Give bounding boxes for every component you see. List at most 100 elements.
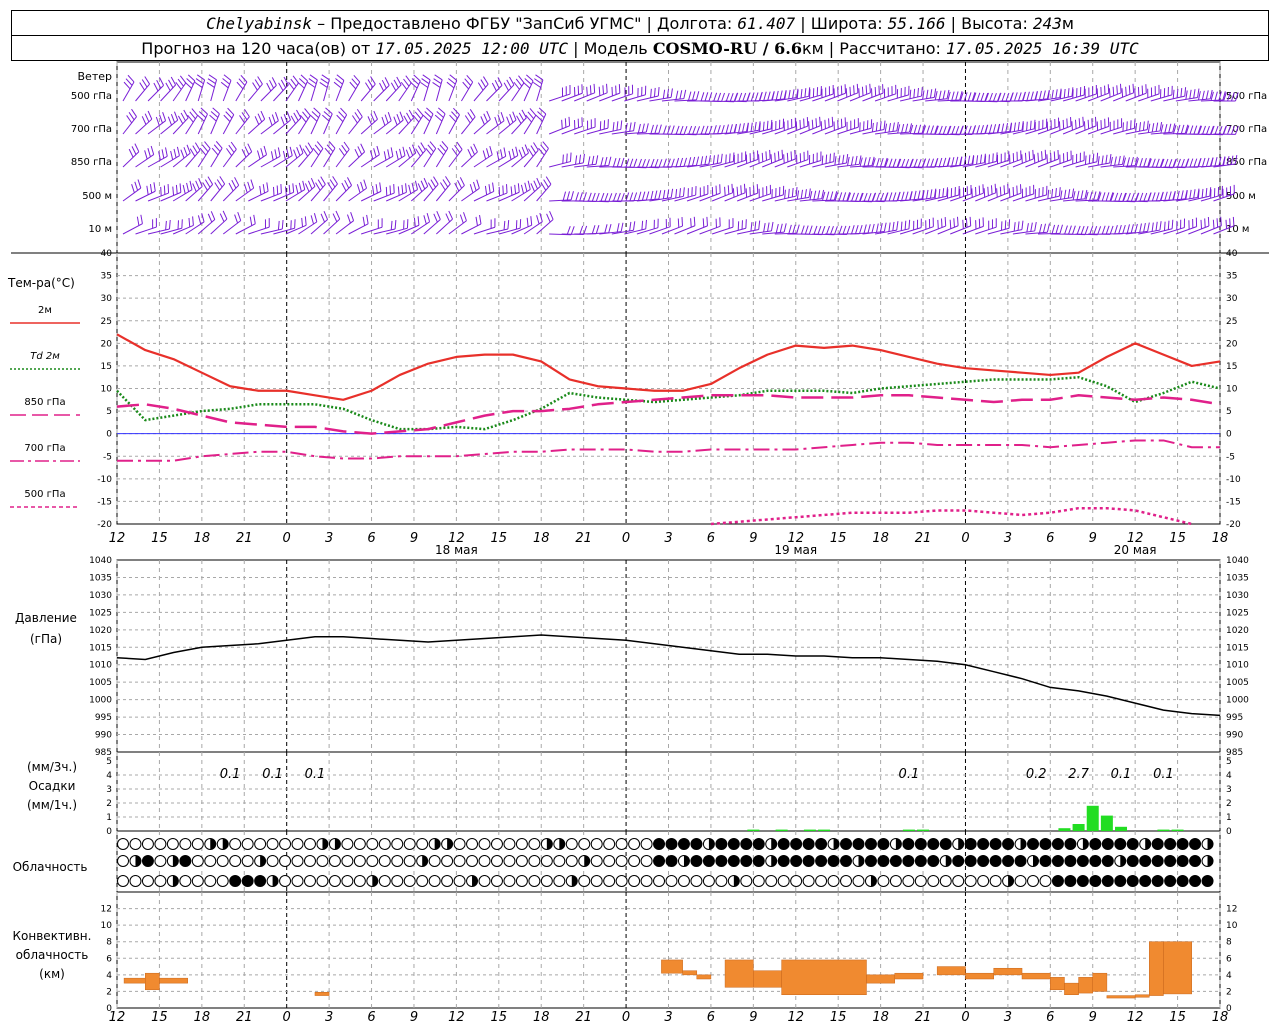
- wind-barb-flag: [971, 92, 976, 102]
- wind-barb-flag: [454, 144, 461, 153]
- wind-barb-flag: [967, 92, 972, 102]
- precip-total-label: 0.1: [1111, 767, 1132, 782]
- wind-barb-flag: [150, 145, 155, 155]
- hour-tick-label-bottom: 6: [707, 1010, 715, 1024]
- wind-barb-flag: [838, 225, 843, 235]
- cloud-circle: [1064, 838, 1077, 850]
- wind-barb-flag: [1160, 158, 1165, 168]
- wind-barb-flag: [375, 184, 378, 194]
- wind-barb-flag: [1042, 223, 1047, 233]
- wind-barb-flag: [144, 76, 150, 85]
- wind-barb-flag: [1205, 90, 1209, 100]
- wind-barb-flag: [595, 225, 600, 234]
- wind-barb-flag: [390, 147, 394, 157]
- cloud-circle: [740, 875, 753, 887]
- conv-tick-label: 12: [101, 905, 112, 915]
- cloud-circle: [640, 875, 653, 887]
- wind-barb-flag: [324, 147, 332, 156]
- wind-barb-flag: [1160, 191, 1164, 201]
- wind-barb-flag: [315, 182, 321, 191]
- wind-barb-flag: [542, 141, 549, 149]
- wind-barb-flag: [1164, 158, 1169, 168]
- cloud-circle: [640, 855, 653, 867]
- cloud-half-fill: [833, 838, 840, 850]
- wind-barb-flag: [629, 158, 634, 168]
- wind-barb-flag: [933, 88, 937, 98]
- wind-barb-flag: [387, 149, 390, 159]
- wind-barb-flag: [731, 183, 734, 193]
- cloud-circle: [840, 875, 853, 887]
- cloud-circle: [815, 838, 828, 850]
- wind-barb-flag: [1139, 223, 1142, 233]
- wind-barb-flag: [658, 159, 663, 168]
- cloud-half-fill: [571, 875, 578, 887]
- precip-bar: [1086, 805, 1099, 831]
- wind-barb-flag: [1013, 122, 1016, 132]
- wind-barb-flag: [192, 216, 194, 226]
- wind-barb-flag: [794, 149, 796, 160]
- wind-barb-flag: [426, 212, 431, 222]
- latitude-label: | Широта:: [795, 13, 888, 33]
- wind-barb-flag: [679, 157, 684, 167]
- hour-tick-label-bottom: 0: [622, 1010, 630, 1024]
- conv-bar: [1021, 972, 1051, 980]
- cloud-circle: [802, 875, 815, 887]
- hour-tick-label-bottom: 21: [915, 1010, 932, 1024]
- wind-barb-flag: [1202, 125, 1206, 135]
- wind-barb-flag: [341, 144, 348, 153]
- cloud-circle: [752, 875, 765, 887]
- pressure-tick-label-right: 985: [1226, 748, 1243, 758]
- wind-barb-flag: [313, 107, 321, 115]
- wind-barb-flag: [888, 158, 893, 168]
- wind-barb-flag: [1089, 225, 1094, 235]
- conv-bar: [1106, 995, 1136, 999]
- cloud-circle: [466, 855, 479, 867]
- wind-barb-staff: [222, 220, 242, 235]
- cloud-half-fill: [559, 838, 565, 850]
- wind-barb-flag: [527, 180, 531, 190]
- wind-barb-flag: [566, 191, 571, 201]
- wind-barb-flag: [951, 125, 956, 135]
- wind-barb-flag: [700, 92, 705, 102]
- wind-barb-flag: [192, 145, 198, 154]
- cloud-half-fill: [372, 875, 378, 887]
- cloud-circle: [603, 838, 616, 850]
- cloud-circle: [1189, 855, 1202, 867]
- wind-barb-flag: [1164, 191, 1168, 201]
- wind-barb-flag: [187, 74, 196, 82]
- wind-barb-flag: [913, 158, 918, 168]
- wind-barb-flag: [972, 92, 977, 102]
- wind-barb-flag: [1168, 191, 1172, 201]
- wind-barb-flag: [274, 112, 279, 121]
- wind-barb-flag: [922, 90, 925, 100]
- wind-barb-flag: [1001, 123, 1005, 133]
- cloud-circle: [1014, 855, 1027, 867]
- wind-barb-flag: [357, 146, 363, 155]
- wind-barb-flag: [249, 216, 253, 226]
- wind-barb-flag: [682, 187, 685, 197]
- wind-barb-flag: [926, 158, 931, 168]
- wind-barb-flag: [688, 125, 693, 135]
- wind-barb-flag: [1189, 125, 1194, 135]
- wind-barb-staff: [122, 151, 140, 168]
- wind-barb-flag: [238, 78, 246, 86]
- wind-barb-flag: [381, 79, 387, 89]
- conv-tick-label: 8: [106, 938, 112, 948]
- wind-barb-flag: [992, 153, 994, 163]
- cloud-circle: [179, 875, 192, 887]
- wind-barb-flag: [612, 122, 615, 132]
- wind-barb-flag: [759, 122, 761, 132]
- cloud-circle: [1139, 875, 1152, 887]
- wind-barb-flag: [800, 88, 803, 99]
- wind-barb-flag: [570, 191, 574, 201]
- wind-barb-flag: [463, 212, 467, 221]
- precip-bar: [917, 829, 930, 831]
- cloud-circle: [266, 838, 279, 850]
- cloud-circle: [977, 855, 990, 867]
- wind-barb-flag: [244, 108, 250, 118]
- wind-barb-flag: [1017, 221, 1020, 231]
- wind-barb-flag: [1172, 123, 1176, 133]
- wind-barb-flag: [449, 114, 457, 123]
- wind-barb-flag: [750, 222, 753, 232]
- wind-barb-flag: [210, 211, 216, 220]
